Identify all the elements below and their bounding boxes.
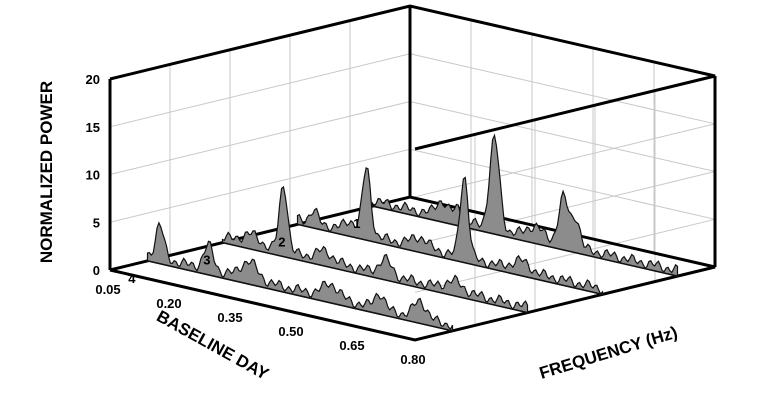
frame-layer [108,4,717,342]
back-wall-gridline [109,5,716,80]
y-tick-label: 1 [353,216,360,231]
z-tick-label: 20 [86,72,100,87]
baseline-day-2 [297,223,603,296]
spectrum-trace-day-3 [221,185,529,314]
x-tick-label: 0.20 [156,296,181,311]
x-tick-label: 0.65 [339,338,364,353]
z-tick-label: 10 [86,168,100,183]
back-wall-gridline [109,53,716,128]
spectrum-trace-day-2 [296,167,604,296]
y-axis-title: BASELINE DAY [153,307,272,385]
baseline-day-4 [147,260,453,332]
spectrum-trace-day-1 [371,133,679,277]
baseline-day-1 [372,205,678,277]
x-tick-label: 0.80 [400,352,425,367]
z-axis-title: NORMALIZED POWER [37,81,56,263]
trace-layer [146,133,679,332]
z-tick-label: 0 [93,263,100,278]
right-wall-gridline [414,218,716,293]
tick-layer: 0 5 10 15 20 1 2 3 4 0.05 0.20 0.35 0.50 0.65 0.80 [86,72,426,367]
x-tick-label: 0.05 [95,282,120,297]
y-tick-label: 2 [278,234,285,249]
z-tick-label: 5 [93,215,100,230]
x-axis-title: FREQUENCY (Hz) [537,323,680,383]
x-tick-label: 0.50 [278,324,303,339]
spectrum-trace-day-4 [146,221,454,332]
back-wall-gridline [109,100,716,175]
y-tick-label: 4 [128,271,136,286]
top-frame [109,4,716,151]
x-tick-label: 0.35 [217,310,242,325]
baseline-day-3 [222,241,528,314]
z-tick-label: 15 [86,120,100,135]
y-tick-label: 3 [203,253,210,268]
